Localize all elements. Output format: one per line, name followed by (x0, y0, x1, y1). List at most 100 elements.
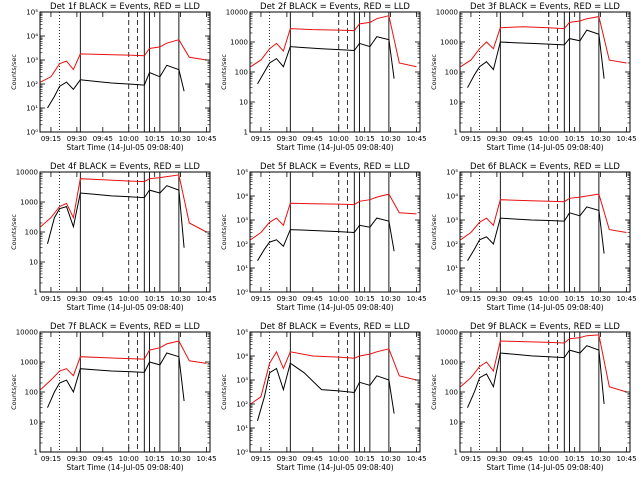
y-tick-label: 1 (34, 449, 38, 457)
y-tick-label: 10³ (236, 377, 248, 385)
y-tick-label: 1000 (20, 199, 38, 207)
series-events-line (257, 217, 395, 262)
y-tick-label: 10² (236, 401, 248, 409)
x-tick-label: 10:30 (591, 135, 611, 143)
y-tick-label: 100 (25, 389, 38, 397)
x-tick-label: 10:30 (171, 135, 191, 143)
x-axis-label: Start Time (14-Jul-05 09:08:40) (66, 143, 183, 152)
y-tick-label: 10¹ (236, 425, 248, 433)
series-lld-line (460, 193, 627, 241)
y-axis-label: Counts/sec (430, 214, 438, 250)
y-tick-label: 1 (454, 449, 458, 457)
series-lld-line (250, 348, 417, 405)
x-tick-label: 10:00 (329, 135, 349, 143)
y-tick-label: 10000 (436, 329, 458, 337)
y-axis-label: Counts/sec (220, 214, 228, 250)
panel-title: Det 5f BLACK = Events, RED = LLD (260, 162, 410, 172)
y-tick-label: 10² (26, 81, 38, 89)
y-tick-label: 1 (244, 129, 248, 137)
series-events-line (467, 29, 605, 88)
x-tick-label: 09:30 (67, 295, 87, 303)
x-tick-label: 10:45 (196, 295, 216, 303)
y-tick-label: 10² (236, 241, 248, 249)
detector-panel-4: Det 4f BLACK = Events, RED = LLD 1 10 100 10… (10, 162, 217, 312)
x-tick-label: 10:30 (381, 135, 401, 143)
x-tick-label: 09:15 (251, 455, 271, 463)
plot-frame (39, 171, 211, 293)
panel-title: Det 7f BLACK = Events, RED = LLD (50, 322, 200, 332)
x-tick-label: 09:45 (303, 295, 323, 303)
x-tick-label: 10:15 (145, 135, 165, 143)
x-tick-label: 09:30 (277, 135, 297, 143)
y-tick-label: 100 (235, 69, 248, 77)
x-tick-label: 10:15 (145, 455, 165, 463)
x-tick-label: 10:30 (171, 295, 191, 303)
plot-frame (459, 11, 631, 133)
y-tick-label: 10⁵ (26, 9, 38, 17)
detector-panel-2: Det 2f BLACK = Events, RED = LLD 1 10 100 10… (220, 2, 427, 152)
x-tick-label: 09:30 (277, 295, 297, 303)
x-tick-label: 10:30 (591, 295, 611, 303)
x-tick-label: 09:15 (461, 135, 481, 143)
x-tick-label: 10:15 (355, 295, 375, 303)
panel-title: Det 3f BLACK = Events, RED = LLD (470, 2, 620, 12)
x-tick-label: 09:45 (513, 295, 533, 303)
panel-title: Det 4f BLACK = Events, RED = LLD (50, 162, 200, 172)
x-axis-label: Start Time (14-Jul-05 09:08:40) (66, 463, 183, 472)
x-tick-label: 09:15 (461, 295, 481, 303)
panel-title: Det 1f BLACK = Events, RED = LLD (50, 2, 200, 12)
y-tick-label: 10 (29, 259, 38, 267)
x-tick-label: 10:00 (119, 455, 139, 463)
series-lld-line (40, 174, 207, 233)
x-tick-label: 10:45 (196, 135, 216, 143)
x-tick-label: 10:00 (119, 295, 139, 303)
x-tick-label: 10:15 (355, 455, 375, 463)
x-tick-label: 09:30 (277, 455, 297, 463)
y-tick-label: 10000 (16, 329, 38, 337)
x-tick-label: 10:15 (565, 135, 585, 143)
x-tick-label: 09:45 (303, 135, 323, 143)
y-tick-label: 1 (454, 129, 458, 137)
detector-panel-9: Det 9f BLACK = Events, RED = LLD 1 10 100 10… (430, 322, 637, 472)
series-lld-line (40, 340, 207, 390)
y-tick-label: 100 (445, 69, 458, 77)
detector-panel-8: Det 8f BLACK = Events, RED = LLD 10⁰ 10¹ 10… (220, 322, 427, 472)
series-events-line (47, 352, 185, 408)
x-tick-label: 10:00 (119, 135, 139, 143)
x-tick-label: 09:30 (487, 135, 507, 143)
series-lld-line (40, 39, 207, 83)
y-axis-label: Counts/sec (10, 214, 18, 250)
x-axis-label: Start Time (14-Jul-05 09:08:40) (276, 143, 393, 152)
y-tick-label: 10¹ (236, 265, 248, 273)
y-tick-label: 10 (449, 99, 458, 107)
y-tick-label: 10⁵ (446, 169, 458, 177)
y-tick-label: 10¹ (26, 105, 38, 113)
y-tick-label: 10 (239, 99, 248, 107)
y-axis-label: Counts/sec (220, 374, 228, 410)
x-tick-label: 09:15 (41, 455, 61, 463)
y-axis-label: Counts/sec (430, 54, 438, 90)
x-tick-label: 10:15 (565, 295, 585, 303)
y-tick-label: 10⁴ (446, 193, 458, 201)
series-events-line (47, 64, 185, 109)
x-tick-label: 10:00 (329, 295, 349, 303)
y-tick-label: 1000 (440, 359, 458, 367)
y-tick-label: 100 (25, 229, 38, 237)
x-axis-label: Start Time (14-Jul-05 09:08:40) (276, 463, 393, 472)
x-tick-label: 10:00 (539, 135, 559, 143)
y-axis-label: Counts/sec (10, 54, 18, 90)
plot-frame (249, 331, 421, 453)
x-tick-label: 10:45 (616, 295, 636, 303)
series-lld-line (460, 16, 627, 68)
x-tick-label: 10:00 (329, 455, 349, 463)
x-tick-label: 09:15 (251, 295, 271, 303)
x-axis-label: Start Time (14-Jul-05 09:08:40) (66, 303, 183, 312)
y-tick-label: 10² (446, 241, 458, 249)
y-tick-label: 1000 (440, 39, 458, 47)
x-tick-label: 10:45 (616, 455, 636, 463)
series-lld-line (250, 15, 417, 68)
y-tick-label: 10³ (236, 217, 248, 225)
plot-frame (249, 171, 421, 293)
panel-title: Det 9f BLACK = Events, RED = LLD (470, 322, 620, 332)
x-tick-label: 09:45 (93, 455, 113, 463)
